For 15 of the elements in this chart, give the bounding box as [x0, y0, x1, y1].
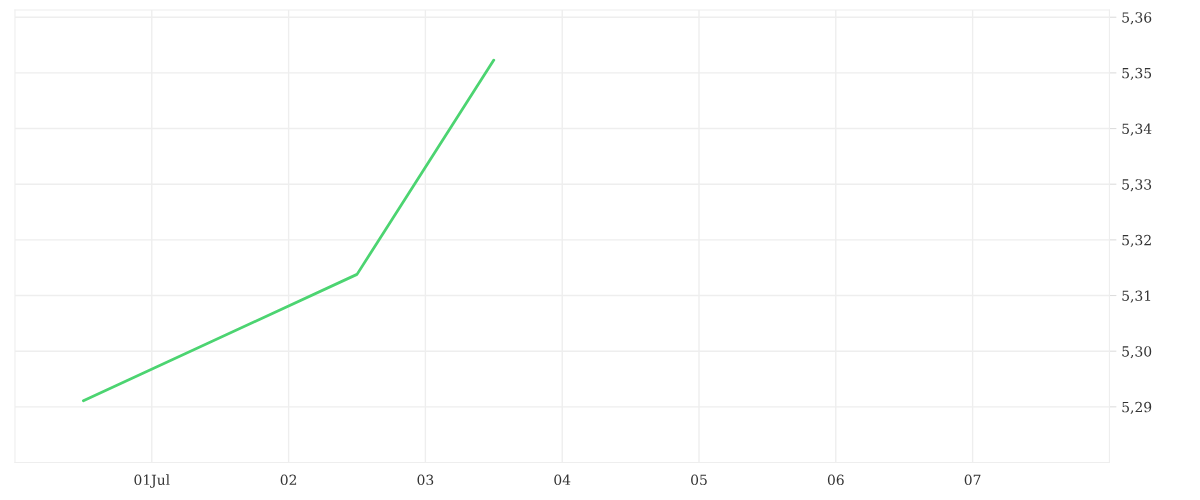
y-tick-label: 5,36: [1122, 12, 1152, 25]
x-tick-label: 02: [280, 474, 297, 486]
x-tick-label: 06: [827, 474, 844, 486]
y-tick-label: 5,33: [1122, 179, 1152, 192]
y-tick-label: 5,32: [1122, 234, 1151, 248]
y-tick-label: 5,34: [1122, 123, 1152, 136]
x-tick-label: 07: [964, 474, 981, 486]
y-tick-label: 5,30: [1122, 346, 1152, 359]
y-tick-label: 5,35: [1122, 67, 1152, 81]
y-tick-label: 5,29: [1122, 401, 1152, 415]
x-tick-label: 05: [691, 474, 707, 486]
x-tick-label: 03: [417, 474, 434, 486]
x-tick-label: 04: [554, 474, 571, 486]
y-tick-label: 5,31: [1122, 290, 1151, 303]
x-tick-label: 01Jul: [134, 474, 170, 488]
